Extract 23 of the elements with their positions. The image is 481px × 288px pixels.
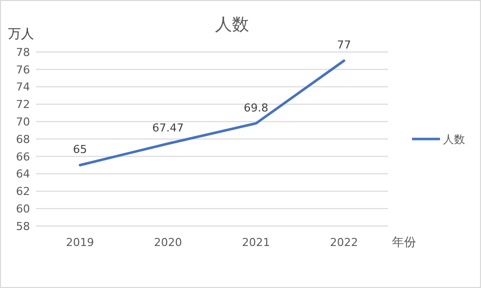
y-tick-label: 76 [16,63,30,76]
x-tick-label: 2021 [242,236,270,249]
data-label: 65 [73,143,87,156]
y-tick-label: 74 [16,80,30,94]
y-tick-label: 72 [16,98,30,112]
data-label: 69.8 [244,101,268,114]
x-tick-label: 2022 [330,236,358,249]
x-tick-label: 2019 [66,236,94,249]
data-label: 77 [337,38,351,52]
y-tick-label: 78 [16,46,30,59]
y-tick-label: 70 [16,115,30,128]
data-label: 67.47 [152,122,184,135]
y-tick-label: 64 [16,168,30,181]
legend-label: 人数 [443,132,465,146]
x-axis-title: 年份 [392,235,416,249]
y-tick-label: 60 [16,202,30,216]
y-tick-label: 62 [16,185,30,198]
y-tick-label: 58 [16,220,30,233]
y-tick-label: 68 [16,132,30,146]
chart-title: 人数 [215,15,249,35]
y-tick-label: 66 [16,150,30,164]
x-tick-label: 2020 [154,236,182,249]
y-axis-title: 万人 [8,27,34,42]
